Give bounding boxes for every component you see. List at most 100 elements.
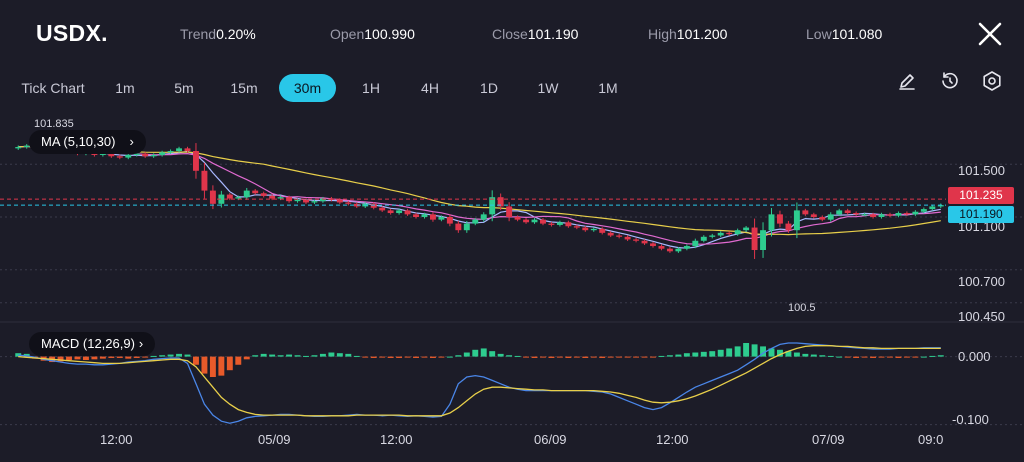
candle-body xyxy=(455,223,462,231)
draw-icon[interactable] xyxy=(896,70,918,92)
tab-1h[interactable]: 1H xyxy=(362,80,380,96)
reset-icon[interactable] xyxy=(939,70,961,92)
candle-body xyxy=(650,243,656,247)
candle-body xyxy=(370,203,377,208)
stat-trend-value: 0.20% xyxy=(216,26,256,42)
macd-bar xyxy=(760,346,766,357)
candle-body xyxy=(861,214,868,216)
candle-body xyxy=(700,236,707,241)
tab-30m[interactable]: 30m xyxy=(279,74,336,102)
candle-body xyxy=(176,148,183,151)
candle-body xyxy=(125,154,132,158)
candle-body xyxy=(556,222,563,225)
stat-high-value: 101.200 xyxy=(676,26,728,42)
macd-bar xyxy=(878,356,885,358)
macd-bar xyxy=(531,356,538,358)
macd-bar xyxy=(768,348,775,357)
candle-body xyxy=(734,230,741,235)
price-chart[interactable] xyxy=(0,110,1024,430)
candle-body xyxy=(666,248,673,252)
macd-bar xyxy=(887,356,893,358)
ma-5-line xyxy=(18,145,941,249)
macd-bar xyxy=(599,356,606,358)
candle-body xyxy=(23,145,30,148)
macd-bar xyxy=(573,356,580,358)
macd-bar xyxy=(633,356,640,358)
macd-bar xyxy=(99,356,106,359)
candle-body xyxy=(751,227,758,250)
settings-icon[interactable] xyxy=(981,70,1003,92)
candle-body xyxy=(776,214,783,224)
macd-bar xyxy=(176,353,183,357)
macd-bar xyxy=(489,351,496,357)
macd-bar xyxy=(683,353,690,357)
macd-bar xyxy=(294,355,301,357)
candle-body xyxy=(870,214,877,217)
candle-body xyxy=(243,190,250,198)
candle-body xyxy=(472,219,479,224)
candle-body xyxy=(506,206,513,217)
macd-bar xyxy=(743,343,750,357)
candle-body xyxy=(937,205,944,207)
macd-indicator-toggle[interactable]: MACD (12,26,9) › xyxy=(29,332,156,356)
macd-bar xyxy=(751,344,758,357)
top-bar: USDX. Trend0.20% Open100.990 Close101.19… xyxy=(0,0,1024,66)
candle-body xyxy=(633,239,640,241)
macd-bar xyxy=(929,355,936,357)
candle-body xyxy=(565,222,572,227)
tab-4h[interactable]: 4H xyxy=(421,80,439,96)
time-axis-label: 05/09 xyxy=(258,432,291,447)
tab-tick-chart[interactable]: Tick Chart xyxy=(21,80,85,96)
macd-bar xyxy=(328,352,335,357)
candle-body xyxy=(489,197,496,215)
time-axis-label: 12:00 xyxy=(656,432,689,447)
macd-bar xyxy=(159,355,166,357)
macd-bar xyxy=(920,356,927,358)
macd-bar xyxy=(810,354,817,357)
macd-bar xyxy=(870,356,877,358)
tab-15m[interactable]: 15m xyxy=(230,80,258,96)
macd-bar xyxy=(133,356,140,358)
tab-1m[interactable]: 1m xyxy=(115,80,135,96)
macd-bar xyxy=(125,356,132,359)
tab-1d[interactable]: 1D xyxy=(480,80,498,96)
candle-body xyxy=(353,203,360,207)
candle-body xyxy=(683,246,690,249)
macd-bar xyxy=(853,356,860,358)
tab-5m[interactable]: 5m xyxy=(174,80,194,96)
stat-open-label: Open xyxy=(330,26,365,42)
macd-bar xyxy=(700,351,707,357)
macd-bar xyxy=(675,354,682,357)
ma-indicator-toggle[interactable]: MA (5,10,30) › xyxy=(29,130,146,154)
close-icon[interactable] xyxy=(976,20,1004,48)
candle-body xyxy=(150,154,157,157)
candle-body xyxy=(523,219,530,223)
stat-trend: Trend0.20% xyxy=(180,26,256,42)
bid-price-badge: 101.190 xyxy=(948,206,1014,223)
symbol-title: USDX. xyxy=(36,20,108,46)
macd-bar xyxy=(582,356,589,358)
candle-body xyxy=(810,214,817,217)
candle-body xyxy=(235,197,242,199)
candle-body xyxy=(396,210,403,214)
candle-body xyxy=(311,201,318,203)
candle-body xyxy=(912,211,919,215)
candle-body xyxy=(260,193,267,196)
macd-bar xyxy=(209,356,216,377)
candle-body xyxy=(616,235,623,237)
chart-grid xyxy=(0,163,1024,426)
macd-bar xyxy=(438,356,445,358)
candle-body xyxy=(319,198,326,202)
candle-body xyxy=(446,217,453,224)
candle-body xyxy=(133,153,140,155)
candle-body xyxy=(15,147,22,149)
macd-bar xyxy=(844,356,851,358)
tab-1w[interactable]: 1W xyxy=(537,80,559,96)
macd-bar xyxy=(66,356,72,360)
macd-indicator-label: MACD (12,26,9) xyxy=(41,336,135,351)
macd-bar xyxy=(692,352,699,357)
tab-1mo[interactable]: 1M xyxy=(598,80,618,96)
macd-bar xyxy=(218,356,225,376)
time-axis-label: 06/09 xyxy=(534,432,567,447)
candle-body xyxy=(463,223,470,231)
